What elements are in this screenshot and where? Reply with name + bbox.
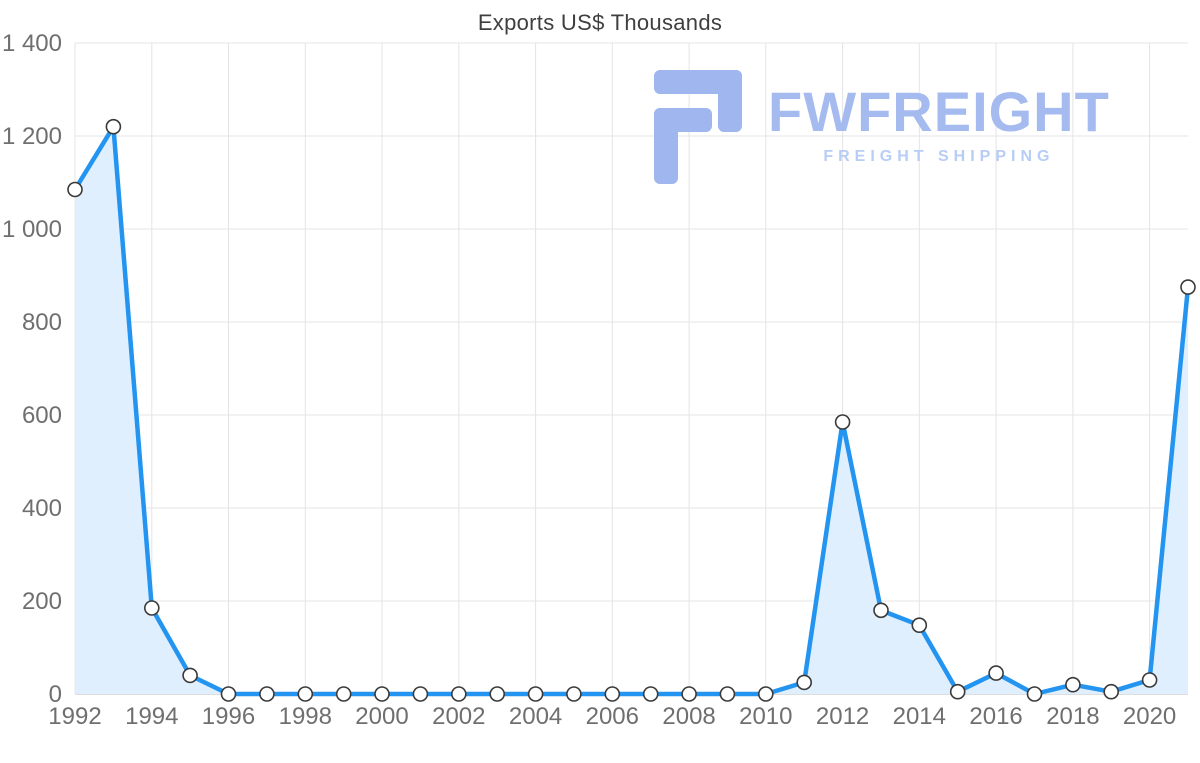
data-point-marker[interactable] xyxy=(642,686,659,702)
x-tick-label: 2004 xyxy=(509,703,562,730)
y-tick-label: 1 400 xyxy=(2,30,62,57)
data-point-marker[interactable] xyxy=(1141,672,1158,688)
x-tick-label: 2002 xyxy=(432,703,485,730)
data-point-marker[interactable] xyxy=(335,686,352,702)
data-point-marker[interactable] xyxy=(834,414,851,430)
x-tick-label: 2012 xyxy=(816,703,869,730)
data-point-marker[interactable] xyxy=(873,602,889,619)
data-point-marker[interactable] xyxy=(1026,686,1043,702)
data-point-marker[interactable] xyxy=(757,686,774,702)
data-point-marker[interactable] xyxy=(604,686,621,702)
data-point-marker[interactable] xyxy=(988,665,1004,681)
data-point-marker[interactable] xyxy=(144,600,160,616)
y-tick-label: 600 xyxy=(22,402,62,429)
data-point-marker[interactable] xyxy=(1180,279,1196,295)
series-line xyxy=(72,124,1191,697)
data-point-marker[interactable] xyxy=(566,686,582,702)
y-tick-label: 1 200 xyxy=(2,123,62,150)
x-tick-label: 2008 xyxy=(662,703,715,730)
data-point-marker[interactable] xyxy=(681,686,697,702)
x-tick-label: 2010 xyxy=(739,703,792,730)
data-point-marker[interactable] xyxy=(412,686,429,702)
data-point-marker[interactable] xyxy=(182,667,198,684)
x-tick-label: 1998 xyxy=(279,703,332,730)
data-point-marker[interactable] xyxy=(1103,683,1119,700)
data-point-marker[interactable] xyxy=(220,686,237,702)
x-tick-label: 2018 xyxy=(1046,703,1099,730)
data-point-marker[interactable] xyxy=(374,686,390,702)
y-tick-label: 400 xyxy=(22,495,62,522)
data-point-marker[interactable] xyxy=(911,617,928,634)
x-tick-label: 2014 xyxy=(893,703,946,730)
chart-title: Exports US$ Thousands xyxy=(477,10,723,35)
y-tick-label: 800 xyxy=(22,309,62,336)
x-tick-label: 2016 xyxy=(969,703,1022,730)
data-point-marker[interactable] xyxy=(259,686,275,702)
y-tick-label: 0 xyxy=(49,681,62,708)
x-tick-label: 1994 xyxy=(125,703,178,730)
data-point-marker[interactable] xyxy=(67,181,83,198)
x-tick-label: 1992 xyxy=(48,703,101,730)
x-tick-label: 2006 xyxy=(586,703,639,730)
data-point-marker[interactable] xyxy=(527,686,544,702)
data-point-marker[interactable] xyxy=(1065,676,1081,693)
data-point-marker[interactable] xyxy=(489,686,506,702)
data-point-marker[interactable] xyxy=(105,118,122,135)
series-area xyxy=(75,126,1188,694)
data-point-marker[interactable] xyxy=(796,674,813,691)
y-tick-label: 1 000 xyxy=(2,216,62,243)
y-tick-label: 200 xyxy=(22,588,62,615)
data-point-marker[interactable] xyxy=(297,686,314,702)
x-tick-label: 2000 xyxy=(355,703,408,730)
x-tick-label: 2020 xyxy=(1123,703,1176,730)
data-point-marker[interactable] xyxy=(719,686,736,702)
x-tick-label: 1996 xyxy=(202,703,255,730)
data-point-marker[interactable] xyxy=(450,686,467,702)
data-point-marker[interactable] xyxy=(949,683,966,700)
